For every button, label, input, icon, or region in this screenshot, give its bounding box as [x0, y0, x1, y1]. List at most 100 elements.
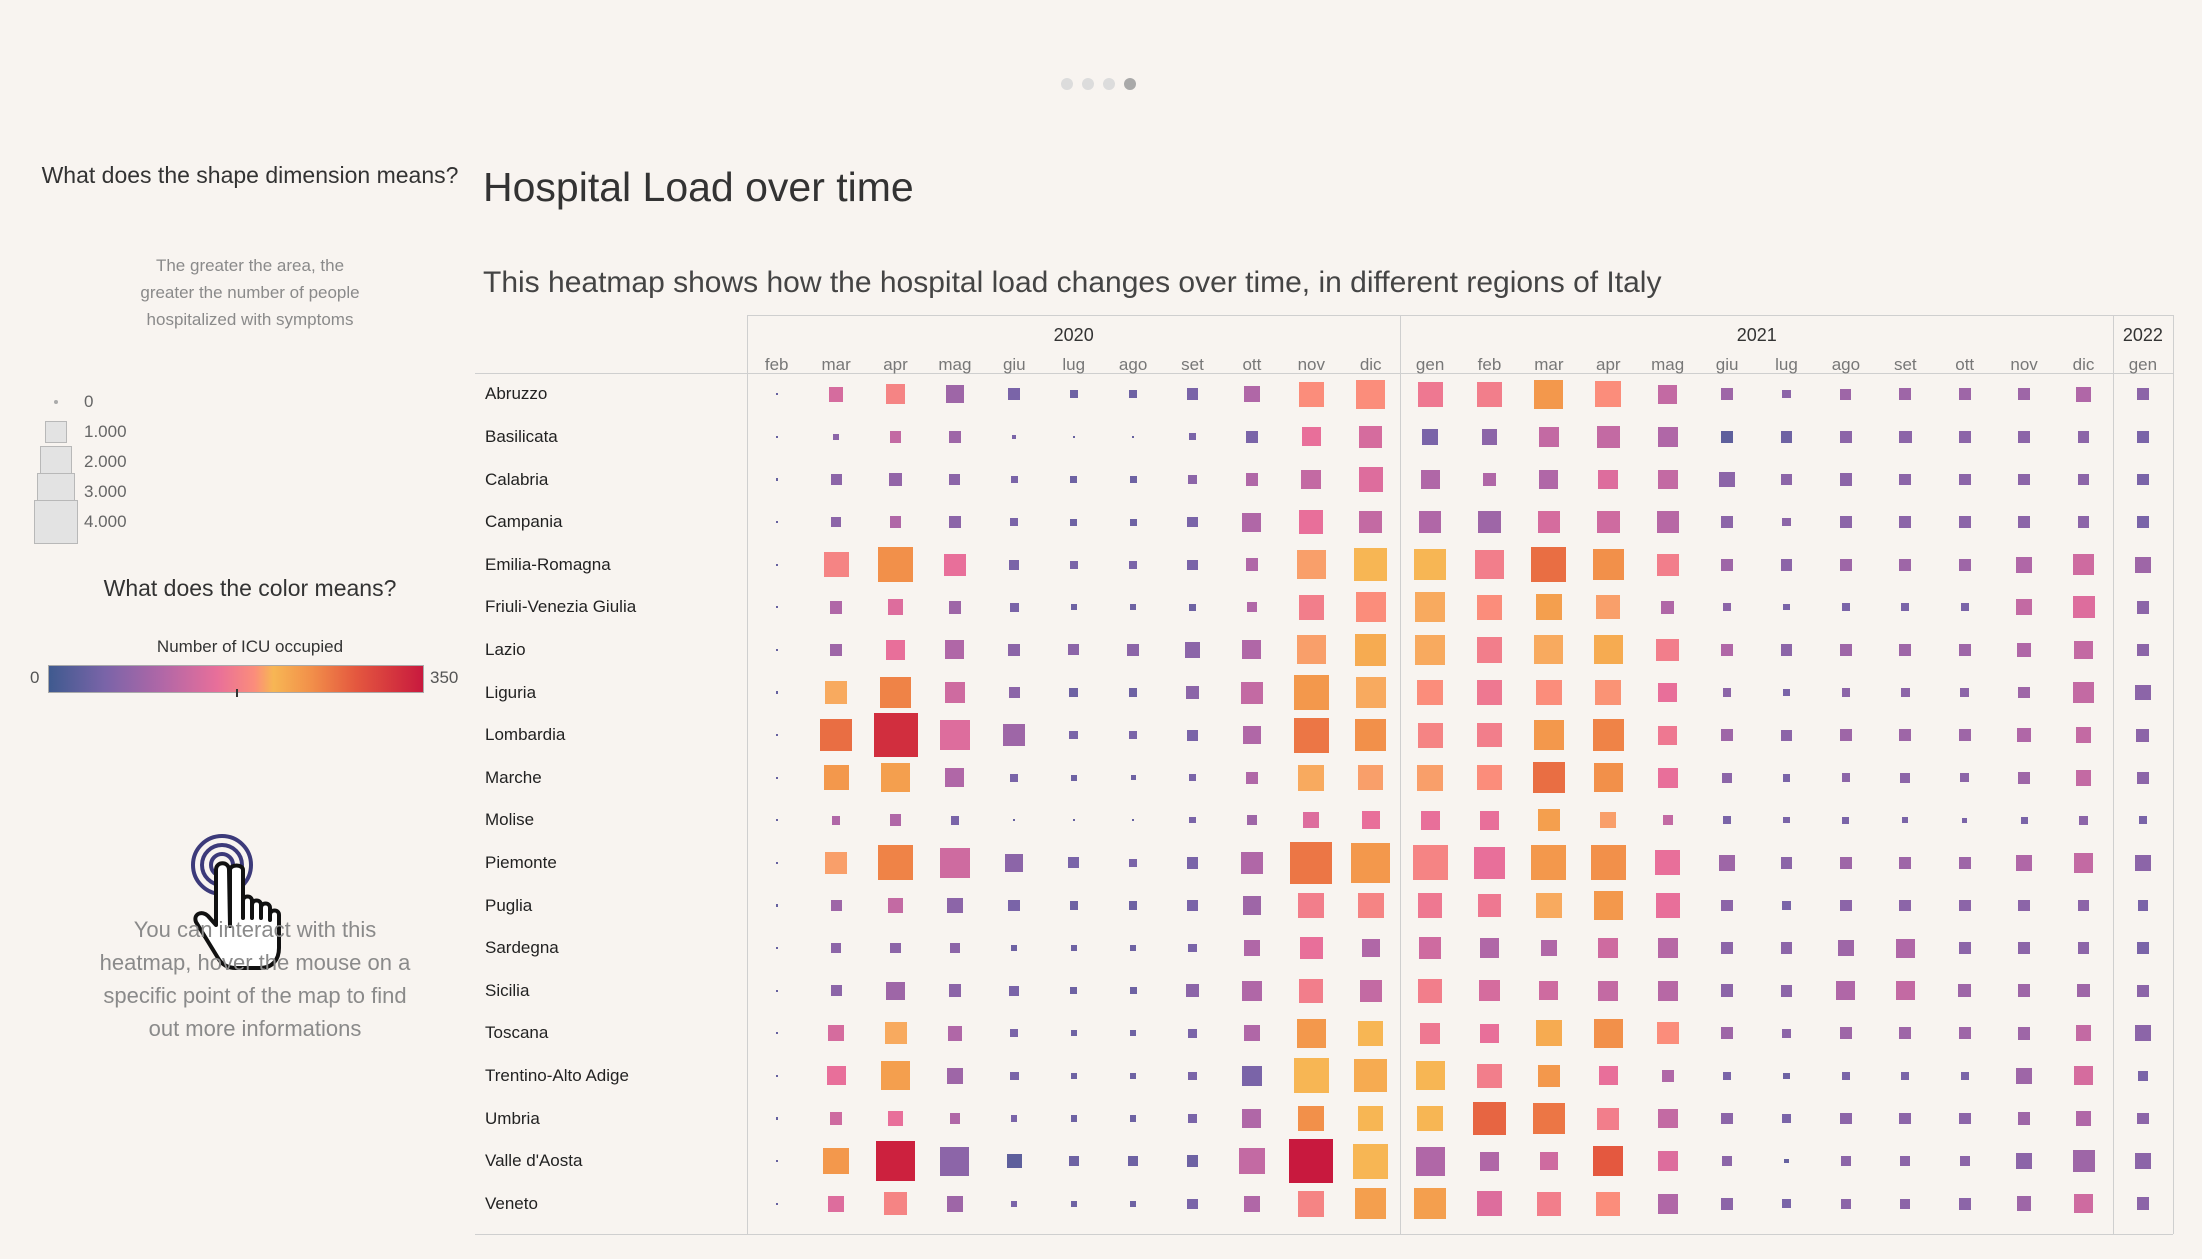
heatmap-cell[interactable] [826, 1066, 846, 1086]
heatmap-cell[interactable] [1958, 430, 1971, 443]
heatmap-cell[interactable] [946, 897, 963, 914]
heatmap-cell[interactable] [1355, 677, 1386, 708]
heatmap-cell[interactable] [1419, 1022, 1441, 1044]
heatmap-cell[interactable] [948, 430, 961, 443]
heatmap-cell[interactable] [1007, 1153, 1022, 1169]
heatmap-cell[interactable] [1958, 473, 1971, 486]
heatmap-cell[interactable] [2077, 942, 2090, 955]
heatmap-cell[interactable] [1780, 942, 1793, 955]
heatmap-cell[interactable] [1300, 936, 1323, 960]
heatmap-cell[interactable] [831, 943, 842, 954]
heatmap-cell[interactable] [1658, 384, 1678, 404]
heatmap-cell[interactable] [948, 984, 962, 998]
heatmap-cell[interactable] [1012, 434, 1017, 440]
heatmap-cell[interactable] [1130, 1200, 1137, 1207]
page-dot[interactable] [1061, 78, 1073, 90]
heatmap-cell[interactable] [1656, 1022, 1679, 1045]
heatmap-cell[interactable] [1899, 899, 1912, 912]
heatmap-cell[interactable] [1072, 435, 1075, 438]
heatmap-cell[interactable] [1128, 730, 1138, 740]
heatmap-cell[interactable] [1719, 471, 1735, 488]
heatmap-cell[interactable] [2134, 1153, 2151, 1169]
heatmap-cell[interactable] [1839, 1027, 1852, 1040]
heatmap-cell[interactable] [1478, 510, 1501, 534]
heatmap-cell[interactable] [1480, 1023, 1499, 1043]
heatmap-cell[interactable] [1900, 772, 1911, 783]
heatmap-cell[interactable] [1359, 510, 1382, 534]
heatmap-cell[interactable] [1069, 688, 1079, 697]
heatmap-cell[interactable] [1009, 559, 1020, 570]
heatmap-cell[interactable] [1290, 842, 1333, 884]
heatmap-cell[interactable] [1186, 856, 1199, 869]
heatmap-cell[interactable] [2074, 1066, 2093, 1086]
heatmap-cell[interactable] [1721, 1112, 1734, 1125]
heatmap-cell[interactable] [1958, 643, 1971, 656]
heatmap-cell[interactable] [2136, 600, 2150, 614]
heatmap-cell[interactable] [1899, 516, 1912, 529]
heatmap-cell[interactable] [1128, 858, 1138, 868]
heatmap-cell[interactable] [884, 1022, 907, 1045]
heatmap-cell[interactable] [1414, 592, 1446, 623]
heatmap-cell[interactable] [1784, 1158, 1789, 1164]
heatmap-cell[interactable] [2018, 942, 2031, 955]
heatmap-cell[interactable] [889, 473, 902, 486]
heatmap-cell[interactable] [1354, 1059, 1388, 1093]
heatmap-cell[interactable] [1958, 856, 1971, 869]
heatmap-cell[interactable] [1661, 600, 1675, 614]
heatmap-cell[interactable] [1960, 773, 1970, 783]
heatmap-cell[interactable] [2077, 473, 2090, 486]
heatmap-cell[interactable] [1901, 603, 1910, 612]
heatmap-cell[interactable] [830, 985, 842, 997]
heatmap-cell[interactable] [1958, 942, 1971, 955]
heatmap-cell[interactable] [2134, 854, 2151, 871]
heatmap-cell[interactable] [1414, 634, 1446, 666]
heatmap-cell[interactable] [1245, 473, 1259, 486]
heatmap-cell[interactable] [775, 904, 778, 907]
heatmap-cell[interactable] [1962, 817, 1968, 823]
heatmap-cell[interactable] [1187, 517, 1198, 528]
heatmap-cell[interactable] [2136, 388, 2149, 401]
heatmap-cell[interactable] [1361, 939, 1380, 958]
heatmap-cell[interactable] [831, 815, 841, 825]
heatmap-cell[interactable] [1359, 425, 1382, 449]
heatmap-cell[interactable] [823, 765, 849, 791]
heatmap-cell[interactable] [1415, 1146, 1445, 1176]
heatmap-cell[interactable] [1070, 1115, 1077, 1122]
heatmap-cell[interactable] [1243, 940, 1260, 956]
heatmap-cell[interactable] [1188, 1114, 1197, 1123]
heatmap-cell[interactable] [1010, 773, 1019, 782]
heatmap-cell[interactable] [1899, 558, 1912, 571]
heatmap-cell[interactable] [887, 1110, 904, 1127]
heatmap-cell[interactable] [2020, 816, 2028, 824]
heatmap-cell[interactable] [1008, 388, 1021, 401]
heatmap-cell[interactable] [1598, 980, 1619, 1001]
heatmap-cell[interactable] [1839, 516, 1852, 529]
heatmap-cell[interactable] [1721, 516, 1734, 529]
heatmap-cell[interactable] [873, 713, 918, 758]
heatmap-cell[interactable] [1959, 1156, 1970, 1167]
heatmap-cell[interactable] [2136, 942, 2149, 955]
heatmap-cell[interactable] [775, 521, 778, 524]
heatmap-cell[interactable] [1723, 816, 1732, 825]
heatmap-cell[interactable] [1899, 729, 1912, 742]
heatmap-cell[interactable] [1540, 940, 1557, 956]
heatmap-cell[interactable] [1069, 390, 1078, 399]
heatmap-cell[interactable] [1721, 430, 1734, 443]
heatmap-cell[interactable] [2018, 899, 2031, 912]
heatmap-cell[interactable] [1898, 430, 1912, 444]
heatmap-cell[interactable] [2016, 642, 2032, 658]
heatmap-cell[interactable] [1596, 1191, 1621, 1216]
heatmap-cell[interactable] [1958, 388, 1971, 401]
heatmap-cell[interactable] [1477, 1063, 1502, 1088]
heatmap-cell[interactable] [775, 989, 778, 992]
heatmap-cell[interactable] [1187, 729, 1198, 741]
heatmap-cell[interactable] [823, 552, 849, 578]
heatmap-cell[interactable] [828, 1195, 844, 1212]
heatmap-cell[interactable] [2016, 1196, 2032, 1211]
heatmap-cell[interactable] [1655, 893, 1680, 918]
heatmap-cell[interactable] [1128, 390, 1138, 399]
heatmap-cell[interactable] [1072, 819, 1075, 822]
heatmap-cell[interactable] [1003, 724, 1026, 747]
heatmap-cell[interactable] [1243, 386, 1260, 403]
heatmap-cell[interactable] [1783, 689, 1790, 696]
